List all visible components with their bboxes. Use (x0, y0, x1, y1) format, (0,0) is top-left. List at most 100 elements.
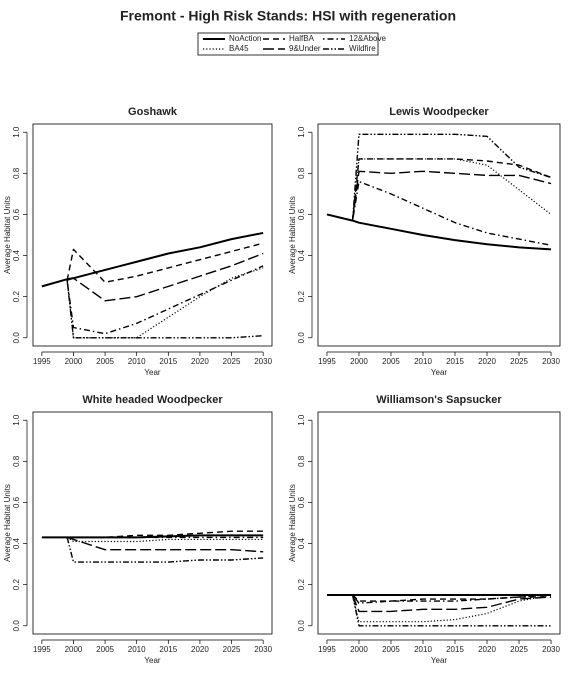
y-tick-label: 1.0 (12, 414, 21, 426)
x-tick-label: 2030 (542, 357, 560, 366)
y-tick-label: 0.8 (297, 455, 306, 467)
x-tick-label: 2005 (96, 645, 114, 654)
series-line (66, 242, 264, 283)
series-line (66, 537, 264, 563)
x-tick-label: 2010 (128, 645, 146, 654)
series-line (351, 180, 552, 246)
x-tick-label: 2010 (128, 357, 146, 366)
x-tick-label: 2020 (191, 645, 209, 654)
x-axis-label: Year (431, 656, 448, 665)
x-tick-label: 2030 (542, 645, 560, 654)
x-tick-label: 2005 (96, 357, 114, 366)
y-tick-label: 0.0 (297, 620, 306, 632)
series-line (351, 594, 552, 613)
y-tick-label: 0.4 (12, 249, 21, 261)
x-tick-label: 2025 (510, 357, 528, 366)
x-tick-label: 2015 (159, 357, 177, 366)
x-tick-label: 2015 (446, 357, 464, 366)
x-tick-label: 2005 (382, 645, 400, 654)
y-tick-label: 0.8 (297, 167, 306, 179)
x-tick-label: 2000 (65, 645, 83, 654)
x-tick-label: 2015 (446, 645, 464, 654)
legend-box (197, 32, 379, 56)
x-tick-label: 2020 (478, 645, 496, 654)
series-line (66, 252, 264, 302)
x-axis-label: Year (431, 368, 448, 377)
x-tick-label: 2000 (350, 645, 368, 654)
series-line (352, 594, 552, 604)
y-tick-label: 0.2 (12, 579, 21, 591)
series-line (66, 280, 264, 339)
legend-label: BA45 (229, 44, 249, 53)
x-tick-label: 2030 (254, 357, 272, 366)
y-tick-label: 1.0 (297, 126, 306, 138)
plot-frame (317, 411, 561, 635)
y-tick-label: 0.2 (297, 291, 306, 303)
series-line (351, 158, 552, 221)
panel-title: Goshawk (128, 106, 178, 118)
y-tick-label: 0.0 (297, 332, 306, 344)
y-tick-label: 1.0 (12, 126, 21, 138)
y-tick-label: 0.2 (12, 291, 21, 303)
y-tick-label: 0.2 (297, 579, 306, 591)
y-tick-label: 0.4 (12, 537, 21, 549)
y-axis-label: Average Habitat Units (288, 484, 297, 562)
series-line (67, 530, 264, 539)
plot-frame (32, 123, 273, 347)
legend-label: Wildfire (349, 44, 376, 53)
y-tick-label: 0.6 (297, 496, 306, 508)
x-tick-label: 2025 (223, 645, 241, 654)
y-tick-label: 0.6 (12, 496, 21, 508)
panel: Lewis Woodpecker 1995 2000 2005 2010 2015 2020… (288, 106, 560, 377)
x-axis-label: Year (144, 368, 161, 377)
x-tick-label: 2020 (478, 357, 496, 366)
panel: White headed Woodpecker 1995 2000 2005 2010 2… (3, 394, 272, 665)
series-line (326, 213, 552, 251)
x-tick-label: 2010 (414, 357, 432, 366)
panel: Goshawk 1995 2000 2005 2010 2015 2020 2025 2030 0… (3, 106, 272, 377)
series-line (351, 158, 552, 221)
plot-frame (32, 411, 273, 635)
y-tick-label: 0.0 (12, 332, 21, 344)
x-tick-label: 1995 (33, 645, 51, 654)
x-tick-label: 2015 (159, 645, 177, 654)
y-axis-label: Average Habitat Units (3, 484, 12, 562)
x-tick-label: 2005 (382, 357, 400, 366)
x-tick-label: 1995 (318, 645, 336, 654)
series-line (351, 594, 552, 623)
x-axis-label: Year (144, 656, 161, 665)
series-line (66, 536, 264, 543)
y-axis-label: Average Habitat Units (3, 196, 12, 274)
legend-label: NoAction (229, 34, 261, 43)
plot-frame (317, 123, 561, 347)
x-tick-label: 2000 (350, 357, 368, 366)
y-tick-label: 0.8 (12, 167, 21, 179)
legend-label: 9&Under (289, 44, 321, 53)
legend-label: 12&Above (349, 34, 386, 43)
x-tick-label: 2030 (254, 645, 272, 654)
x-tick-label: 1995 (318, 357, 336, 366)
series-line (66, 267, 264, 339)
x-tick-label: 2025 (223, 357, 241, 366)
series-line (351, 133, 552, 221)
x-tick-label: 2010 (414, 645, 432, 654)
panel-title: Lewis Woodpecker (389, 106, 489, 118)
legend-label: HalfBA (289, 34, 315, 43)
y-tick-label: 0.6 (12, 208, 21, 220)
series-line (41, 231, 264, 288)
series-line (66, 265, 264, 335)
x-tick-label: 2000 (65, 357, 83, 366)
panel: Williamson's Sapsucker 1995 2000 2005 2010 20… (288, 394, 560, 665)
y-tick-label: 0.4 (297, 537, 306, 549)
panel-title: White headed Woodpecker (82, 394, 223, 406)
x-tick-label: 2020 (191, 357, 209, 366)
y-tick-label: 0.0 (12, 620, 21, 632)
x-tick-label: 2025 (510, 645, 528, 654)
series-line (352, 594, 552, 602)
x-tick-label: 1995 (33, 357, 51, 366)
series-line (351, 170, 552, 221)
y-axis-label: Average Habitat Units (288, 196, 297, 274)
y-tick-label: 0.8 (12, 455, 21, 467)
y-tick-label: 0.4 (297, 249, 306, 261)
